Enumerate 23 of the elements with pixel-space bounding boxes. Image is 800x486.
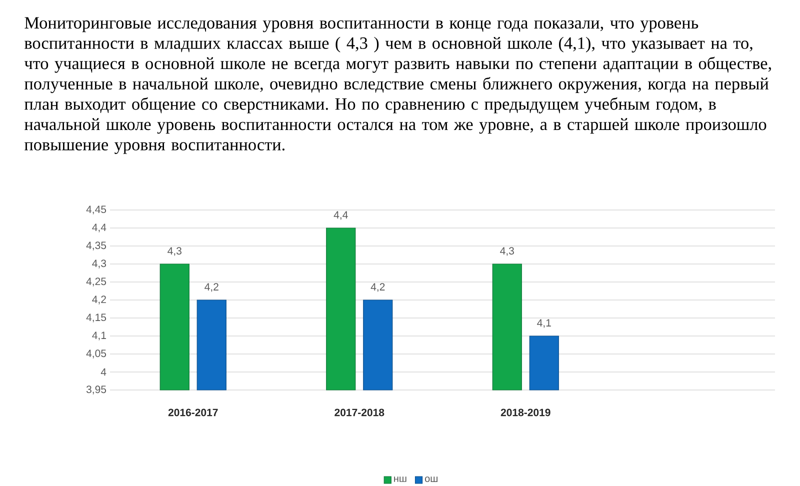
y-tick-label: 4,15 (86, 314, 106, 322)
y-tick-label: 4,2 (92, 296, 106, 304)
data-label: 4,1 (537, 319, 551, 328)
y-tick-label: 4 (100, 368, 106, 376)
y-tick-label: 3,95 (86, 386, 106, 394)
x-tick-label: 2016-2017 (168, 408, 218, 416)
y-tick-label: 4,45 (86, 206, 106, 214)
y-tick-label: 4,05 (86, 350, 106, 358)
y-tick-label: 4,35 (86, 242, 106, 250)
y-tick-label: 4,4 (92, 224, 106, 232)
x-tick-label: 2017-2018 (334, 408, 384, 416)
data-label: 4,2 (204, 283, 218, 292)
legend-label: ош (424, 476, 438, 482)
x-tick-label: 2018-2019 (500, 408, 550, 416)
data-label: 4,3 (168, 247, 182, 256)
data-label: 4,2 (370, 283, 385, 292)
y-tick-label: 4,1 (92, 332, 106, 340)
text: Мониторинговые исследования уровня воспитанности в конце года показали, что уровень воспитанности в младших классах выше ( 4,3 ) чем в основной школе (4,1), что указывает на то, что учащиеся в основной школе не всегда могут развить навыки по степени адаптации в обществе, полученные в начальной школе, очевидно вследствие смены ближнего окружения, когда на первый план выходит общение со сверстниками. Но по сравнению с предыдущем учебным годом, в начальной школе уровень воспитанности остался на том же уровне, а в старшей школе произошло повышение уровня воспитанности. (24, 17, 771, 154)
data-label: 4,4 (334, 211, 348, 220)
legend-label: нш (394, 476, 406, 482)
data-label: 4,3 (500, 247, 514, 256)
y-tick-label: 4,25 (86, 278, 106, 286)
y-tick-label: 4,3 (92, 260, 106, 268)
